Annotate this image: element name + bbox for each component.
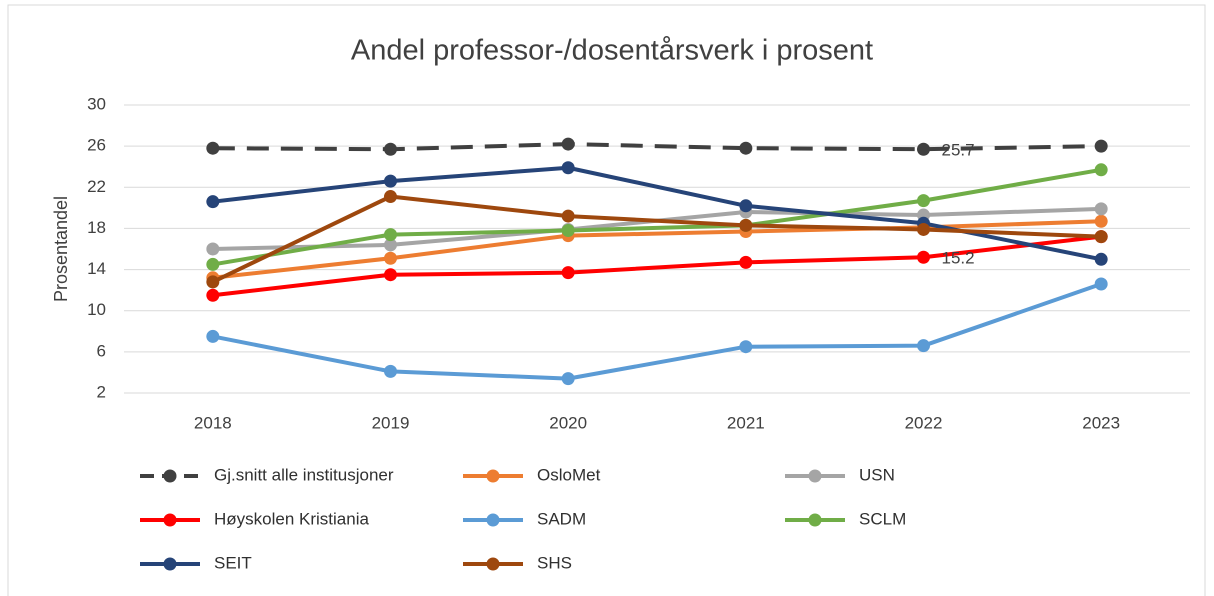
x-tick-label: 2022: [905, 413, 943, 432]
legend-marker: [163, 469, 177, 483]
data-point: [1094, 214, 1108, 228]
legend-marker: [486, 513, 500, 527]
y-tick-label: 6: [97, 341, 106, 360]
data-point: [1094, 277, 1108, 291]
x-tick-label: 2021: [727, 413, 765, 432]
data-point: [561, 209, 575, 223]
chart-title: Andel professor-/dosentårsverk i prosent: [351, 35, 873, 67]
data-point: [561, 266, 575, 280]
data-point: [917, 250, 930, 264]
legend-marker: [808, 513, 822, 527]
series-line: [211, 194, 1102, 284]
data-point: [917, 142, 930, 156]
data-point: [206, 242, 220, 256]
data-point: [1094, 163, 1108, 177]
series-line: [212, 282, 1102, 381]
data-point: [561, 223, 575, 237]
legend-marker: [163, 557, 177, 571]
data-point: [206, 288, 220, 302]
data-point: [561, 161, 575, 175]
legend-marker: [486, 557, 500, 571]
legend-label: OsloMet: [537, 465, 601, 484]
y-tick-label: 30: [87, 94, 106, 113]
data-point: [1094, 252, 1108, 266]
y-axis-label: Prosentandel: [51, 196, 71, 302]
legend-label: SHS: [537, 553, 572, 572]
y-tick-label: 10: [87, 300, 106, 319]
data-point: [206, 329, 220, 343]
data-point: [917, 194, 930, 208]
legend-label: SCLM: [859, 509, 906, 528]
chart-border: [7, 4, 1206, 596]
data-point: [206, 257, 220, 271]
data-point: [206, 275, 220, 289]
legend-label: Høyskolen Kristiania: [214, 509, 369, 528]
data-label: 15.2: [942, 249, 975, 268]
legend-label: USN: [859, 465, 895, 484]
data-point: [384, 251, 397, 265]
data-point: [384, 228, 397, 242]
data-point: [739, 218, 753, 232]
x-tick-label: 2023: [1082, 413, 1120, 432]
data-point: [206, 141, 220, 155]
y-tick-label: 18: [87, 218, 106, 237]
series-line: [212, 219, 1102, 280]
data-point: [384, 364, 397, 378]
data-point: [384, 142, 397, 156]
legend-label: SADM: [537, 509, 586, 528]
legend-marker: [486, 469, 500, 483]
data-point: [561, 372, 575, 386]
y-tick-label: 2: [97, 382, 106, 401]
series-line: [212, 234, 1102, 298]
data-point: [739, 255, 753, 269]
data-point: [384, 238, 397, 252]
y-tick-label: 26: [87, 136, 106, 155]
y-tick-label: 14: [87, 259, 106, 278]
data-point: [384, 174, 397, 188]
data-point: [917, 222, 930, 236]
data-point: [1094, 230, 1108, 244]
data-point: [561, 137, 575, 151]
legend-marker: [163, 513, 177, 527]
series-line: [212, 142, 1102, 152]
x-tick-label: 2020: [549, 413, 587, 432]
data-label: 25.7: [942, 141, 975, 160]
data-point: [384, 190, 397, 204]
data-point: [1094, 202, 1108, 216]
x-tick-label: 2018: [194, 413, 232, 432]
data-point: [384, 268, 397, 282]
x-tick-label: 2019: [372, 413, 410, 432]
data-point: [917, 339, 930, 353]
data-point: [739, 199, 753, 213]
data-point: [739, 340, 753, 354]
series-line: [212, 167, 1102, 267]
data-point: [739, 141, 753, 155]
data-point: [1094, 139, 1108, 153]
legend-label: SEIT: [214, 553, 252, 572]
data-point: [206, 195, 220, 209]
legend-marker: [808, 469, 822, 483]
legend-label: Gj.snitt alle institusjoner: [214, 465, 394, 484]
y-tick-label: 22: [87, 177, 106, 196]
